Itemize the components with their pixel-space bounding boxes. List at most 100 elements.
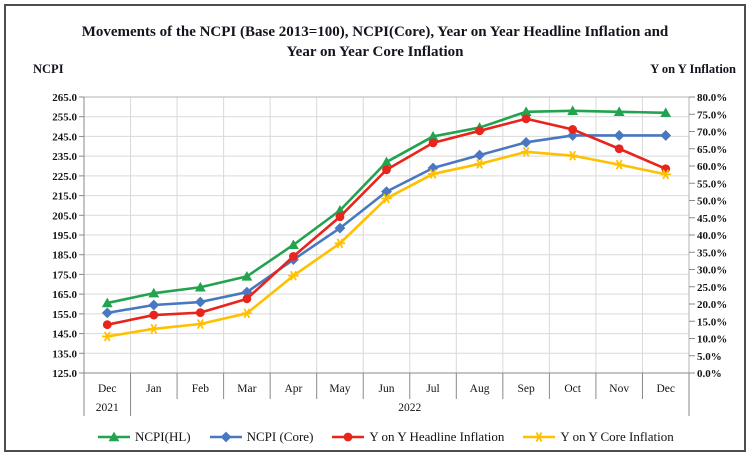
star-marker (569, 150, 577, 161)
right-axis-tick-label: 15.0% (697, 316, 727, 328)
left-axis-tick-label: 175.0 (52, 269, 77, 281)
triangle-marker (288, 239, 299, 250)
month-label: Jul (426, 383, 439, 395)
left-axis-tick-label: 195.0 (52, 230, 77, 242)
month-label: Aug (470, 383, 490, 395)
left-axis-tick-label: 245.0 (52, 131, 77, 143)
right-axis-tick-label: 30.0% (697, 265, 727, 277)
circle-marker (475, 126, 484, 136)
month-label: Feb (192, 383, 210, 395)
left-axis-tick-label: 265.0 (52, 92, 77, 104)
triangle-marker (613, 106, 625, 116)
legend: NCPI(HL) NCPI (Core) Y on Y Headline Inf… (96, 427, 720, 447)
circle-marker (428, 138, 438, 148)
left-axis-tick-label: 165.0 (52, 289, 77, 301)
circle-marker-icon (332, 432, 365, 442)
triangle-marker-icon (98, 431, 130, 442)
legend-item-headline-inflation: Y on Y Headline Inflation (330, 429, 504, 445)
month-label: May (329, 383, 350, 395)
triangle-marker (660, 107, 672, 117)
star-marker (536, 432, 543, 442)
star-marker (243, 308, 251, 319)
month-label: Nov (609, 383, 629, 395)
star-marker (103, 331, 111, 342)
right-axis-tick-label: 55.0% (697, 178, 727, 190)
diamond-marker (660, 130, 672, 141)
circle-marker (614, 144, 624, 154)
star-marker (615, 159, 623, 170)
right-axis-tick-label: 40.0% (697, 230, 727, 242)
month-label: Apr (284, 383, 302, 395)
circle-marker (661, 164, 671, 174)
circle-marker (195, 308, 205, 318)
right-axis-tick-label: 60.0% (697, 161, 727, 173)
chart-title: Movements of the NCPI (Base 2013=100), N… (81, 24, 669, 60)
right-axis-tick-label: 75.0% (697, 109, 727, 121)
star-marker (662, 169, 670, 180)
right-axis-tick-label: 80.0% (697, 92, 727, 104)
month-label: Dec (656, 383, 675, 395)
left-axis-tick-label: 225.0 (52, 171, 77, 183)
legend-label: Y on Y Headline Inflation (369, 429, 505, 444)
right-axis-tick-label: 35.0% (697, 247, 727, 259)
left-axis-tick-label: 235.0 (52, 151, 77, 163)
star-marker (476, 158, 483, 169)
star-marker (429, 168, 437, 179)
diamond-marker (148, 299, 160, 311)
left-axis-tick-label: 125.0 (52, 368, 77, 380)
star-marker (336, 238, 344, 249)
left-axis-tick-label: 185.0 (52, 250, 77, 262)
month-label: Sep (517, 383, 535, 395)
legend-item-core-inflation: Y on Y Core Inflation (521, 429, 674, 445)
diamond-marker (334, 222, 346, 234)
series-1 (101, 130, 672, 319)
diamond-marker (427, 162, 439, 174)
left-axis-tick-label: 215.0 (52, 191, 77, 203)
triangle-marker (427, 131, 439, 141)
month-label: Jan (146, 383, 162, 395)
triangle-marker (101, 297, 113, 308)
triangle-marker (108, 431, 120, 442)
star-marker (290, 270, 297, 281)
diamond-marker (220, 431, 232, 443)
right-axis-tick-label: 20.0% (697, 299, 727, 311)
triangle-marker (148, 287, 160, 298)
series-3 (102, 146, 671, 342)
legend-label: Y on Y Core Inflation (560, 429, 674, 444)
right-axis-tick-label: 45.0% (697, 213, 727, 225)
right-axis-tick-label: 65.0% (697, 144, 727, 156)
right-axis-tick-label: 50.0% (697, 196, 727, 208)
year-label: 2021 (96, 402, 119, 414)
legend-label: NCPI(HL) (135, 429, 191, 444)
diamond-marker (241, 286, 253, 298)
right-axis-tick-label: 70.0% (697, 127, 727, 139)
star-marker (196, 319, 204, 329)
month-label: Dec (98, 383, 117, 395)
diamond-marker (613, 130, 625, 141)
left-axis-tick-label: 145.0 (52, 329, 77, 341)
left-axis-tick-label: 205.0 (52, 210, 77, 222)
right-axis-title: Y on Y Inflation (650, 62, 736, 76)
right-axis-tick-label: 25.0% (697, 282, 727, 294)
circle-marker (102, 320, 112, 330)
month-label: Jun (379, 383, 395, 395)
star-marker (522, 146, 530, 157)
triangle-marker (381, 156, 392, 167)
circle-marker (289, 251, 298, 261)
month-label: Mar (237, 383, 256, 395)
diamond-marker (474, 149, 485, 161)
left-axis-title: NCPI (33, 62, 64, 76)
legend-item-ncpi-hl: NCPI(HL) (96, 429, 191, 445)
year-label: 2022 (398, 402, 421, 414)
series-0 (101, 105, 672, 308)
circle-marker (149, 310, 159, 320)
right-axis-tick-label: 10.0% (697, 334, 727, 346)
circle-marker (335, 212, 345, 222)
triangle-marker (194, 281, 206, 292)
triangle-marker (567, 105, 579, 115)
circle-marker (344, 432, 353, 442)
right-axis-tick-label: 0.0% (697, 368, 722, 380)
diamond-marker-icon (209, 431, 242, 443)
